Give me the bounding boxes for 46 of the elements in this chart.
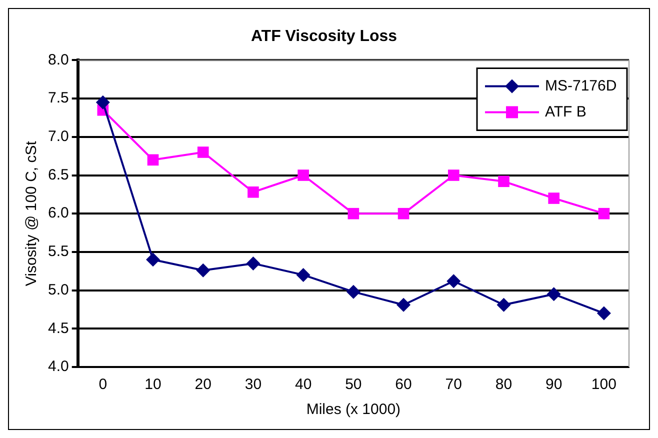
y-tick-label: 7.5	[48, 90, 69, 107]
x-tick-label: 70	[445, 376, 462, 394]
point	[296, 268, 310, 282]
point	[398, 208, 410, 220]
point	[248, 186, 259, 198]
point	[548, 192, 560, 204]
point	[346, 284, 360, 299]
point	[197, 146, 209, 158]
point	[446, 274, 461, 288]
point	[246, 256, 260, 270]
point	[146, 252, 160, 267]
y-tick-label: 6.0	[48, 204, 69, 222]
y-tick-label: 5.5	[48, 243, 69, 260]
x-tick-label: 10	[144, 376, 162, 394]
x-tick-label: 60	[395, 376, 412, 394]
point	[546, 287, 561, 302]
point	[348, 208, 360, 220]
y-tick-label: 6.5	[48, 166, 69, 184]
y-tick-label: 5.0	[48, 281, 69, 298]
point	[596, 306, 611, 320]
y-tick-label: 4.0	[48, 358, 69, 376]
point	[448, 170, 460, 181]
point	[147, 154, 159, 166]
x-tick-label: 40	[294, 376, 312, 394]
legend-label: ATF B	[545, 103, 586, 120]
point	[196, 263, 210, 278]
x-axis-title: Miles (x 1000)	[306, 401, 401, 418]
y-tick-label: 7.0	[48, 128, 69, 146]
x-tick-label: 0	[98, 376, 108, 394]
chart-title: ATF Viscosity Loss	[250, 28, 398, 46]
x-tick-label: 100	[591, 376, 616, 394]
point	[496, 298, 511, 312]
x-tick-label: 90	[546, 376, 562, 394]
legend-label: MS-7176D	[545, 77, 617, 94]
x-tick-label: 80	[495, 376, 512, 394]
point	[96, 95, 110, 110]
point	[396, 298, 411, 312]
y-tick-label: 4.5	[48, 320, 69, 337]
point	[598, 208, 610, 220]
y-axis-title: Visosity @ 100 C, cSt	[23, 140, 40, 286]
x-tick-label: 20	[194, 376, 212, 394]
point	[298, 170, 309, 181]
point	[498, 176, 510, 188]
x-tick-label: 30	[244, 376, 262, 394]
x-tick-label: 50	[345, 376, 362, 394]
y-tick-label: 8.0	[48, 51, 69, 68]
